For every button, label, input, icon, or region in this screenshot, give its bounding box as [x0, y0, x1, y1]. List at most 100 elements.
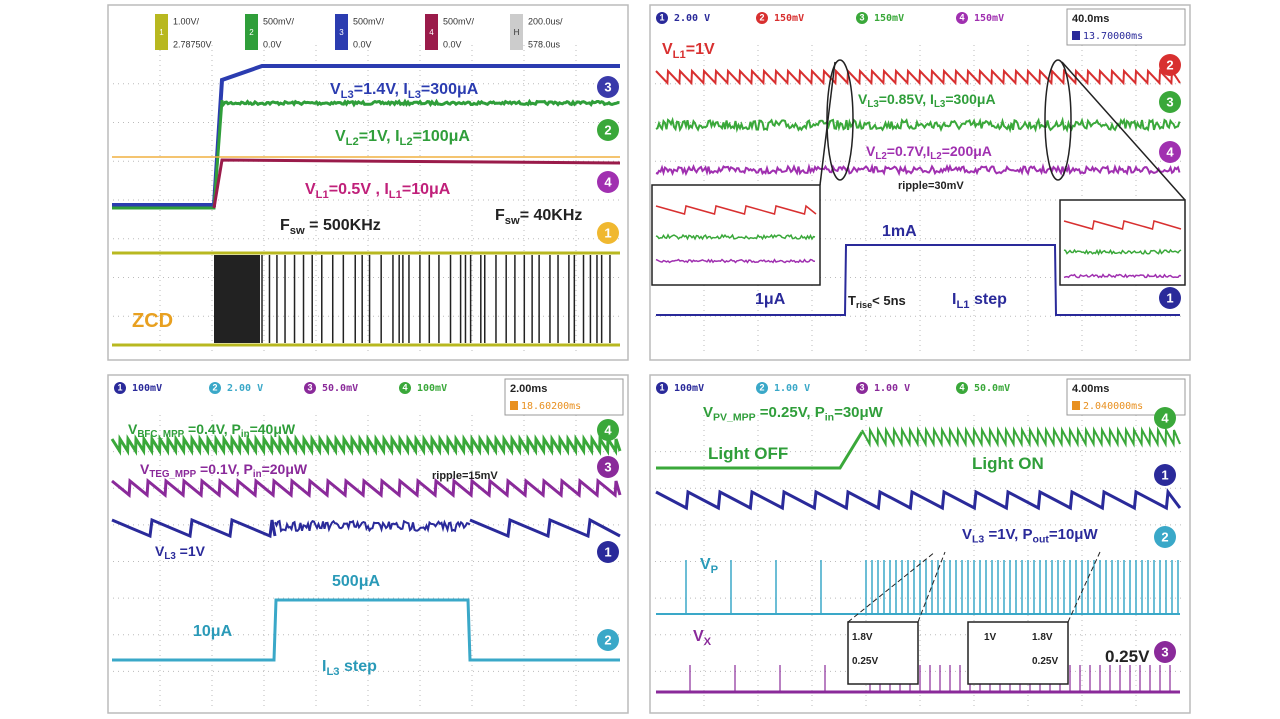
annotation-part: L3 — [867, 99, 879, 110]
channel-id: 1 — [117, 382, 122, 392]
annotation: ripple=30mV — [898, 180, 964, 192]
waveform — [655, 67, 1181, 86]
waveform — [656, 431, 864, 470]
trigger-icon — [1072, 401, 1080, 410]
channel-id: 4 — [959, 382, 964, 392]
channel-badge — [304, 382, 316, 394]
channel-scale: 1.00 V — [874, 383, 910, 394]
annotation-part: 1.8V — [852, 632, 873, 643]
annotation-part: V — [662, 41, 673, 58]
annotation: VPV_MPP =0.25V, Pin=30μW — [703, 404, 884, 423]
channel-marker-id: 3 — [1166, 94, 1173, 109]
annotation-part: =0.5V , I — [329, 181, 389, 198]
timebase-offset: 2.040000ms — [1083, 401, 1143, 412]
channel-scale: 150mV — [774, 13, 804, 24]
channel-offset: 0.0V — [263, 39, 282, 49]
annotation-part: V — [335, 128, 346, 145]
annotation-part: L3 — [934, 99, 946, 110]
annotation-part: 0.25V — [1032, 656, 1058, 667]
annotation-part: 0.25V — [852, 656, 878, 667]
annotation-part: < 5ns — [872, 293, 906, 308]
annotation-part: L1 — [389, 189, 402, 201]
channel-marker — [1154, 641, 1176, 663]
waveform — [1063, 220, 1182, 230]
waveform — [111, 517, 277, 539]
scope-frame — [107, 374, 629, 714]
annotation: 500μA — [332, 573, 380, 590]
channel-marker-id: 1 — [1166, 290, 1173, 305]
annotation-part: T — [848, 293, 856, 308]
annotation-part: =10μW — [1049, 526, 1099, 543]
annotation-part: in — [253, 469, 262, 480]
channel-badge — [656, 382, 668, 394]
annotation-part: L2 — [875, 151, 887, 162]
annotation: Light ON — [972, 454, 1044, 473]
channel-offset: 0.0V — [353, 39, 372, 49]
annotation-part: =20μW — [262, 461, 308, 477]
annotation: 0.25V — [1032, 656, 1058, 667]
trigger-icon — [510, 401, 518, 410]
annotation-part: I — [322, 658, 326, 675]
annotation-part: 1V — [984, 632, 997, 643]
annotation: VL3 =1V, Pout=10μW — [962, 526, 1098, 545]
annotation: VTEG_MPP =0.1V, Pin=20μW — [140, 461, 308, 480]
channel-marker-id: 2 — [1166, 57, 1173, 72]
timebase-scale: 2.00ms — [510, 383, 547, 395]
annotation-part: L3 — [341, 89, 354, 101]
channel-scale: 1.00V/ — [173, 16, 200, 26]
annotation: VL3=1.4V, IL3=300μA — [330, 81, 479, 101]
annotation-part: in — [241, 429, 250, 440]
annotation-part: L1 — [956, 299, 969, 311]
annotation-part: P — [711, 564, 719, 576]
annotation-part: L2 — [930, 151, 942, 162]
annotation-part: V — [703, 404, 713, 421]
waveform — [112, 598, 620, 662]
annotation: VP — [700, 556, 719, 576]
channel-marker — [597, 419, 619, 441]
annotation-part: L1 — [316, 189, 329, 201]
channel-marker-id: 2 — [1161, 529, 1168, 544]
annotation-part: =1.4V, I — [354, 81, 408, 98]
annotation-part: 500μA — [332, 573, 380, 590]
timebase-scale: 200.0us/ — [528, 16, 563, 26]
annotation: 1.8V — [1032, 632, 1053, 643]
channel-marker-id: 1 — [1161, 467, 1168, 482]
channel-id: 1 — [159, 28, 164, 37]
annotation: VBFC_MPP =0.4V, Pin=40μW — [128, 421, 296, 440]
annotation-part: ripple=30mV — [898, 180, 964, 192]
timebase-box — [504, 378, 624, 416]
annotation-part: out — [1033, 533, 1050, 545]
channel-marker-id: 4 — [604, 174, 612, 189]
annotation: ripple=15mV — [432, 470, 498, 482]
annotation-part: V — [128, 421, 138, 437]
channel-marker — [597, 222, 619, 244]
channel-badge — [114, 382, 126, 394]
channel-scale: 100mV — [132, 383, 162, 394]
annotation: 0.25V — [852, 656, 878, 667]
channel-scale: 100mV — [674, 383, 704, 394]
channel-scale: 500mV/ — [263, 16, 295, 26]
annotation: IL1 step — [952, 291, 1007, 311]
channel-marker — [1159, 91, 1181, 113]
annotation-part: =1V — [176, 543, 206, 559]
annotation-part: 0.25V — [1105, 647, 1150, 666]
timebase-id: H — [514, 28, 520, 37]
annotation-part: V — [962, 526, 972, 543]
annotation-part: V — [155, 543, 165, 559]
channel-scale: 50.0mV — [322, 383, 358, 394]
waveform — [274, 519, 471, 533]
waveform — [469, 517, 621, 539]
channel-marker — [1154, 407, 1176, 429]
annotation-part: =0.85V, I — [879, 91, 934, 107]
annotation-part: L1 — [673, 49, 686, 61]
waveform — [110, 434, 622, 456]
annotation-part: V — [693, 628, 704, 645]
zoom-line — [847, 551, 1101, 623]
channel-marker — [597, 171, 619, 193]
annotation: IL3 step — [322, 658, 377, 678]
channel-id: 3 — [339, 28, 344, 37]
waveform — [112, 64, 620, 207]
timebase-scale: 40.0ms — [1072, 13, 1109, 25]
waveform — [655, 488, 1182, 511]
